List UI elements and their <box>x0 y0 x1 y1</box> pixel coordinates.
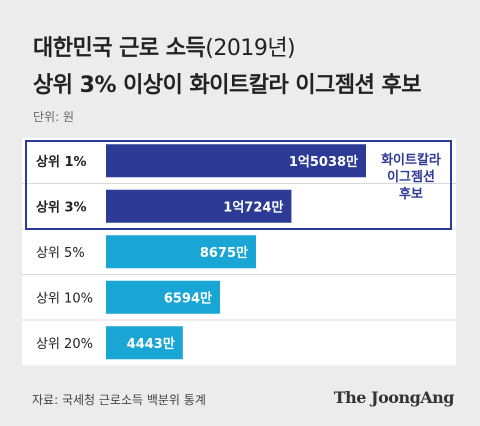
value-label: 4443만 <box>127 336 175 352</box>
chart-title-line1: 대한민국 근로 소득(2019년) <box>33 30 296 62</box>
category-label: 상위 10% <box>36 291 93 306</box>
row-band <box>22 320 456 366</box>
source-note: 자료: 국세청 근로소득 백분위 통계 <box>32 393 206 407</box>
brand-logo: The JoongAng <box>333 388 455 407</box>
bar <box>106 280 221 314</box>
category-label: 상위 20% <box>36 337 93 352</box>
bar <box>106 235 256 269</box>
annotation-text: 후보 <box>399 186 423 202</box>
chart-title-line2: 상위 3% 이상이 화이트칼라 이그젬션 후보 <box>33 73 422 98</box>
bar <box>106 326 183 360</box>
bar <box>106 189 292 223</box>
category-label: 상위 5% <box>36 246 85 261</box>
value-label: 1억724만 <box>223 199 283 215</box>
highlight-frame <box>25 140 452 230</box>
title-main: 대한민국 근로 소득 <box>33 36 206 61</box>
annotation-text: 화이트칼라 <box>381 152 441 168</box>
unit-label: 단위: 원 <box>33 110 74 124</box>
annotation-text: 이그젬션 <box>387 169 435 185</box>
category-label: 상위 1% <box>36 155 87 170</box>
category-label: 상위 3% <box>36 200 87 215</box>
value-label: 8675만 <box>200 245 248 261</box>
title-year: (2019년) <box>205 36 296 61</box>
bar <box>106 144 366 178</box>
row-band <box>22 274 456 320</box>
value-label: 6594만 <box>164 290 212 306</box>
value-label: 1억5038만 <box>289 154 358 170</box>
